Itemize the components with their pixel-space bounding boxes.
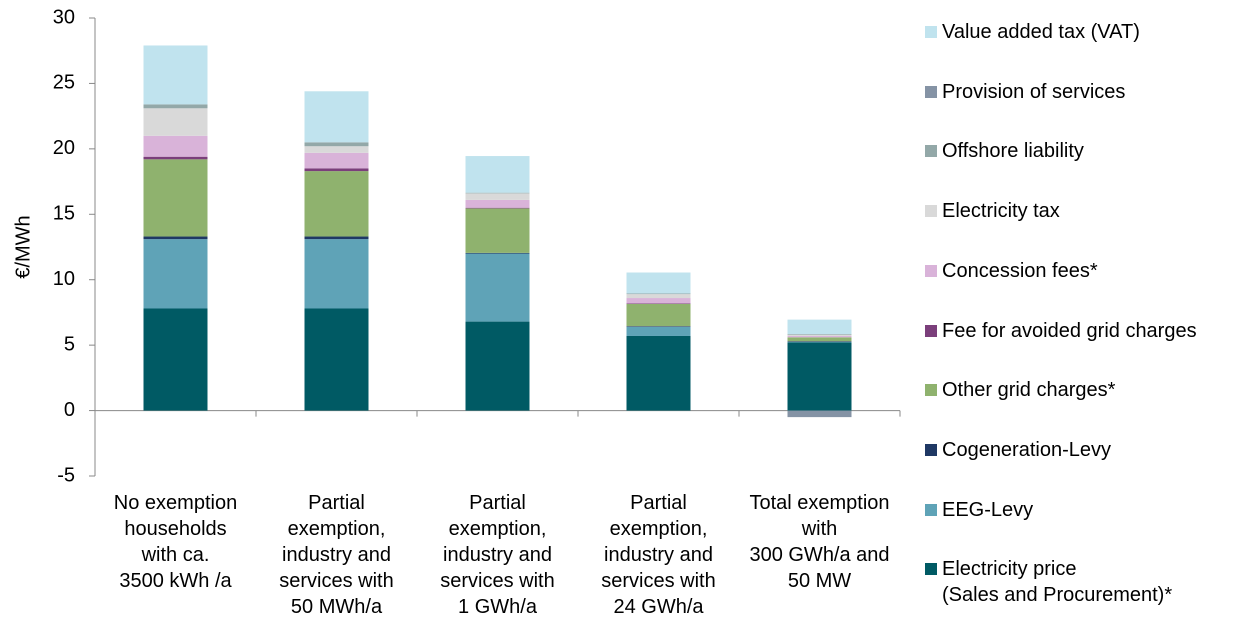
legend-label: Concession fees* (942, 259, 1098, 282)
bar-segment (626, 303, 691, 327)
legend-swatch (925, 503, 937, 516)
bar-segment (465, 156, 530, 193)
x-tick-label: Total exemption with 300 GWh/a and 50 MW (749, 492, 890, 592)
bar-segment (626, 326, 691, 336)
bar-segment (626, 335, 691, 411)
bar-segment (143, 159, 208, 237)
x-tick-label: Partial exemption, industry and services… (279, 492, 394, 618)
bar-segment (143, 239, 208, 309)
legend-swatch (925, 563, 937, 576)
bar-segment (626, 298, 691, 304)
legend-label: Electricity price (Sales and Procurement… (942, 558, 1173, 607)
bar-segment (304, 239, 369, 309)
bar-segment (465, 253, 530, 322)
bar-segment (143, 108, 208, 136)
y-tick-label: 0 (64, 399, 75, 421)
bar-segment (304, 91, 369, 143)
bar-segment (465, 252, 530, 254)
bar-segment (626, 272, 691, 294)
y-tick-label: -5 (57, 464, 75, 486)
bar-segment (465, 192, 530, 194)
legend-label: EEG-Levy (942, 498, 1034, 521)
legend-swatch (925, 145, 937, 158)
legend-swatch (925, 324, 937, 337)
y-axis-label: €/MWh (12, 215, 34, 278)
x-tick-label: Partial exemption, industry and services… (601, 492, 716, 618)
bar-segment (787, 319, 852, 335)
legend-label: Value added tax (VAT) (942, 21, 1140, 43)
bar-segment (787, 342, 852, 411)
legend-swatch (925, 384, 937, 397)
bar-segment (143, 236, 208, 240)
bar-segment (626, 294, 691, 299)
x-tick-label: Partial exemption, industry and services… (440, 492, 555, 618)
legend-label: Fee for avoided grid charges (942, 319, 1197, 342)
bar-segment (787, 337, 852, 342)
y-tick-label: 20 (53, 137, 75, 159)
bar-segment (787, 341, 852, 343)
bar-segment (465, 321, 530, 411)
bar-segment (465, 208, 530, 253)
bar-segment (304, 152, 369, 169)
bar-segment (143, 104, 208, 109)
legend-swatch (925, 85, 937, 98)
y-tick-label: 25 (53, 72, 75, 94)
legend-swatch (925, 205, 937, 218)
bar-segment (787, 334, 852, 336)
bar-segment (304, 168, 369, 172)
legend-label: Offshore liability (942, 140, 1084, 163)
bar-segment (304, 171, 369, 237)
legend-swatch (925, 26, 937, 38)
bar-segment (143, 45, 208, 105)
bar-segment (787, 341, 852, 342)
bar-segment (304, 146, 369, 153)
y-tick-label: 15 (53, 203, 75, 225)
legend-label: Provision of services (942, 80, 1126, 103)
bar-segment (465, 199, 530, 208)
bar-segment (465, 207, 530, 209)
bar-segment (787, 335, 852, 338)
bar-segment (787, 334, 852, 335)
legend-swatch (925, 264, 937, 277)
bar-segment (626, 303, 691, 304)
legend-label: Other grid charges* (942, 379, 1116, 402)
y-tick-label: 10 (53, 268, 75, 290)
y-tick-label: 5 (64, 333, 75, 355)
x-tick-label: No exemption households with ca. 3500 kW… (113, 492, 238, 592)
bar-segment (626, 293, 691, 295)
legend-swatch (925, 443, 937, 456)
legend-label: Cogeneration-Levy (942, 438, 1111, 461)
bar-segment (143, 135, 208, 157)
bar-segment (143, 156, 208, 160)
bar-segment (465, 193, 530, 200)
bar-segment (787, 410, 852, 418)
bar-segment (626, 326, 691, 327)
bar-segment (304, 142, 369, 147)
bar-segment (304, 236, 369, 240)
bar-segment (304, 308, 369, 411)
bar-segment (143, 308, 208, 411)
legend-label: Electricity tax (942, 200, 1060, 223)
y-tick-label: 30 (53, 6, 75, 28)
